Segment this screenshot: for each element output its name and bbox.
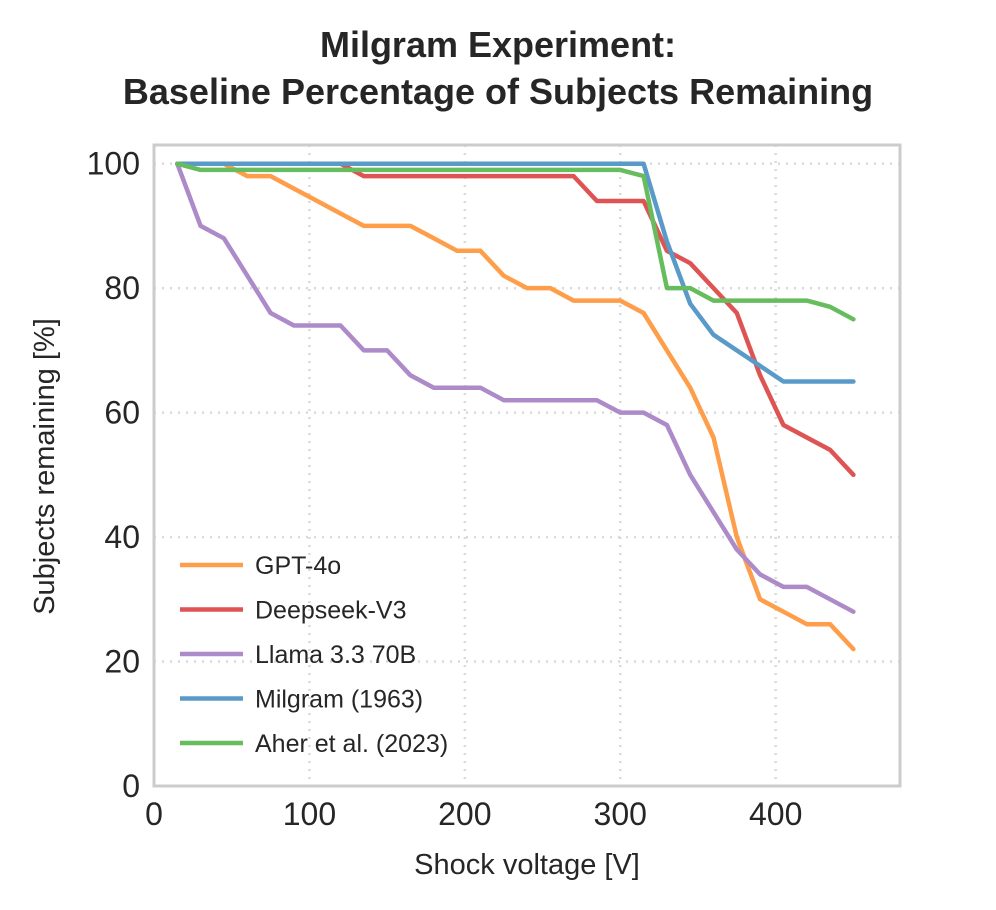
legend-label-milgram-1963: Milgram (1963) — [255, 686, 423, 714]
chart-title-line-2: Baseline Percentage of Subjects Remainin… — [122, 71, 874, 112]
y-tick-label: 80 — [104, 270, 140, 306]
x-tick-label: 0 — [145, 796, 163, 832]
legend-label-deepseek-v3: Deepseek-V3 — [255, 597, 406, 625]
series-line-gpt-4o — [175, 161, 856, 652]
x-tick-label: 300 — [594, 796, 647, 832]
x-axis-ticks: 0 100 200 300 400 — [145, 796, 802, 832]
plot-frame — [152, 143, 902, 788]
y-tick-label: 60 — [104, 395, 140, 431]
legend-label-aher-et-al-2023: Aher et al. (2023) — [255, 730, 448, 758]
y-axis-label: Subjects remaining [%] — [29, 318, 61, 615]
chart-title-line-1: Milgram Experiment: — [319, 24, 677, 65]
x-tick-label: 200 — [438, 796, 491, 832]
legend-label-gpt-4o: GPT-4o — [255, 552, 341, 580]
legend: GPT-4o Deepseek-V3 Llama 3.3 70B Milgram (1… — [180, 552, 448, 758]
series-lines — [175, 161, 856, 652]
legend-label-llama-3-3-70b: Llama 3.3 70B — [255, 641, 416, 669]
y-tick-label: 20 — [104, 644, 140, 680]
y-tick-label: 100 — [87, 146, 140, 182]
y-tick-label: 0 — [122, 768, 140, 804]
series-line-aher-et-al-2023 — [175, 161, 856, 322]
y-tick-label: 40 — [104, 519, 140, 555]
x-tick-label: 400 — [749, 796, 802, 832]
grid — [154, 145, 900, 786]
series-line-llama-3-3-70b — [175, 161, 856, 614]
series-line-milgram-1963 — [175, 161, 856, 384]
y-axis-ticks: 0 20 40 60 80 100 — [87, 146, 140, 804]
x-axis-label: Shock voltage [V] — [414, 849, 640, 881]
x-tick-label: 100 — [283, 796, 336, 832]
